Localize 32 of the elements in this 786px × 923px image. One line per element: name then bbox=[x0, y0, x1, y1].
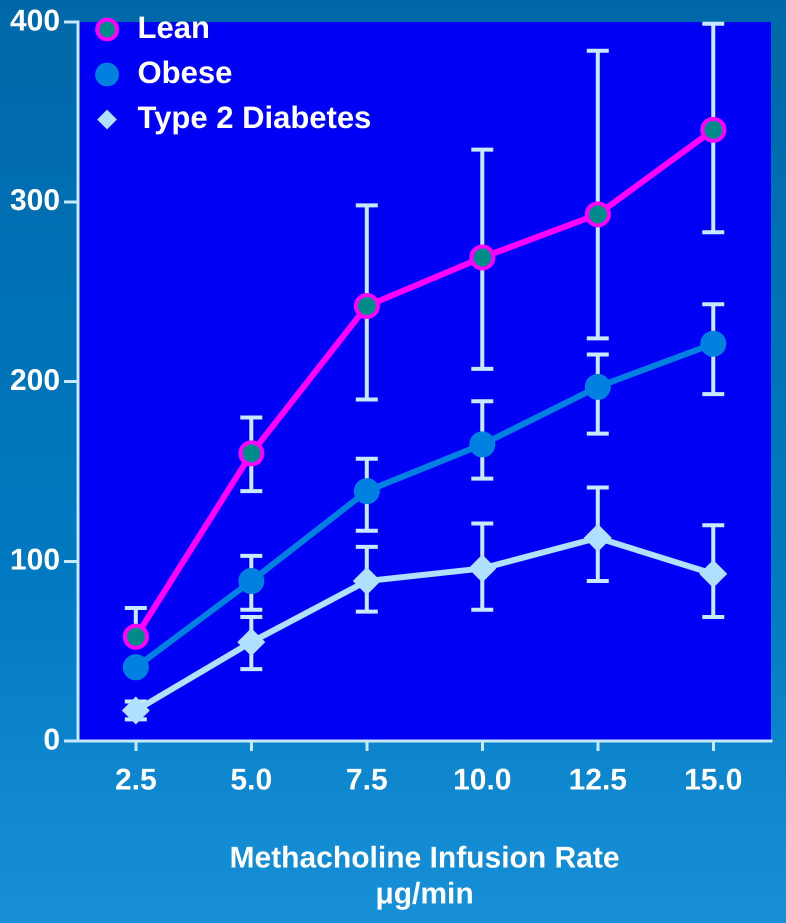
x-axis-title: Methacholine Infusion Rate μg/min bbox=[230, 841, 620, 910]
point bbox=[700, 116, 726, 143]
legend-label: Type 2 Diabetes bbox=[138, 100, 372, 136]
y-tick-label: 100 bbox=[10, 544, 60, 577]
x-tick-label: 12.5 bbox=[568, 763, 627, 796]
point bbox=[584, 524, 612, 552]
point bbox=[354, 293, 380, 320]
point bbox=[469, 431, 496, 458]
point bbox=[584, 201, 611, 228]
x-tick-label: 5.0 bbox=[230, 763, 272, 796]
point bbox=[352, 567, 381, 596]
point bbox=[238, 568, 264, 594]
y-tick-label: 400 bbox=[10, 4, 60, 38]
y-tick-label: 0 bbox=[43, 723, 60, 756]
legend-label: Obese bbox=[138, 55, 232, 90]
legend-label: Lean bbox=[138, 10, 210, 46]
point bbox=[700, 330, 726, 357]
y-tick-label: 300 bbox=[10, 184, 60, 218]
point bbox=[237, 628, 266, 656]
x-tick-label: 15.0 bbox=[684, 763, 742, 796]
point bbox=[122, 624, 149, 650]
y-tick-label: 200 bbox=[10, 364, 60, 397]
point bbox=[699, 560, 728, 588]
x-tick-label: 7.5 bbox=[346, 763, 388, 796]
point bbox=[238, 440, 264, 466]
x-tick-label: 10.0 bbox=[453, 763, 512, 796]
point bbox=[122, 654, 149, 680]
point bbox=[354, 478, 380, 504]
x-tick-label: 2.5 bbox=[114, 763, 157, 796]
point bbox=[468, 554, 496, 582]
point bbox=[584, 374, 611, 400]
point bbox=[469, 244, 496, 270]
